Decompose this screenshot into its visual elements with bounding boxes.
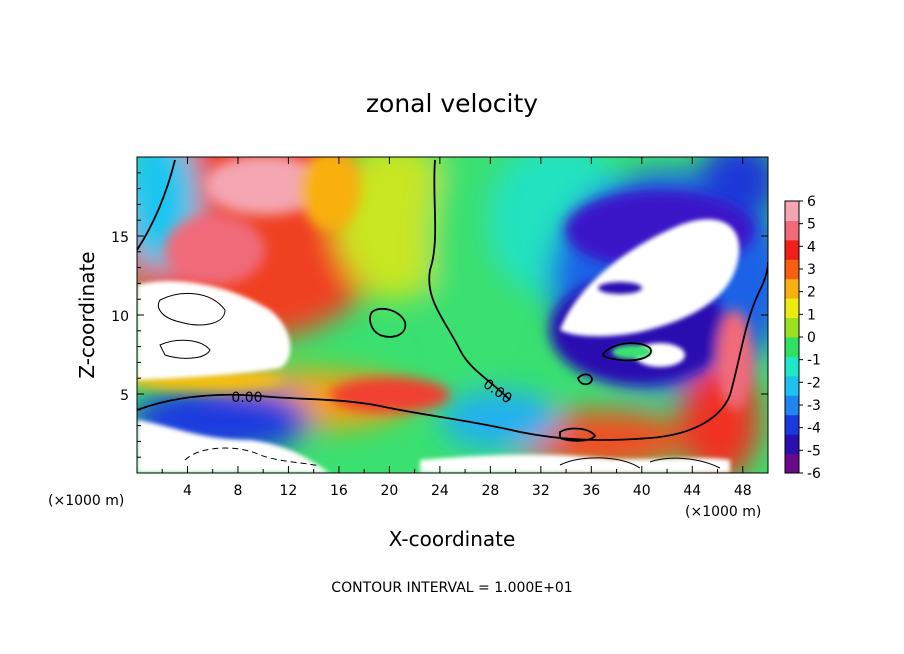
x-tick-label: 24: [431, 483, 449, 499]
y-tick-label: 10: [111, 309, 129, 325]
contour-label: 0.00: [231, 390, 262, 406]
y-axis-label: Z-coordinate: [75, 251, 99, 378]
x-tick-label: 40: [633, 483, 651, 499]
colorbar-tick-label: 1: [807, 307, 816, 323]
x-units-left: (×1000 m): [48, 493, 124, 509]
colorbar-tick-label: -4: [807, 421, 821, 437]
colorbar-tick-label: 3: [807, 262, 816, 278]
colorbar-swatch: [785, 298, 799, 319]
x-tick-label: 44: [683, 483, 701, 499]
colorbar-tick-label: 6: [807, 194, 816, 210]
colorbar-swatch: [785, 434, 799, 455]
colorbar-tick-label: 2: [807, 285, 816, 301]
colorbar-swatch: [785, 239, 799, 260]
colorbar-tick-label: 0: [807, 330, 816, 346]
colorbar-tick-label: -5: [807, 443, 821, 459]
colorbar-swatch: [785, 259, 799, 280]
colorbar-swatch: [785, 337, 799, 357]
colorbar-swatch: [785, 395, 799, 416]
x-tick-label: 12: [280, 483, 298, 499]
y-tick-label: 15: [111, 230, 129, 246]
colorbar-swatch: [785, 201, 799, 221]
colorbar-tick-label: -6: [807, 466, 821, 482]
x-units-right: (×1000 m): [685, 504, 761, 520]
x-tick-label: 8: [233, 483, 242, 499]
x-tick-label: 32: [532, 483, 550, 499]
x-axis: 4 8 12 16 20 24 28 32 36 40 44 48: [161, 157, 752, 499]
colorbar-swatch: [785, 414, 799, 435]
colorbar-swatch: [785, 375, 799, 396]
colorbar-swatch: [785, 220, 799, 241]
colorbar: 6 5 4 3 2 1 0 -1 -2 -3 -4 -5 -6: [784, 194, 821, 482]
heatmap-field: [137, 157, 768, 473]
x-tick-label: 16: [330, 483, 348, 499]
colorbar-swatch: [785, 317, 799, 338]
colorbar-swatch: [785, 278, 799, 299]
colorbar-tick-label: -2: [807, 375, 821, 391]
colorbar-tick-label: 4: [807, 239, 816, 255]
contour-interval: CONTOUR INTERVAL = 1.000E+01: [331, 580, 572, 596]
colorbar-tick-label: -3: [807, 398, 821, 414]
contour-lines: [137, 159, 768, 469]
x-tick-label: 28: [481, 483, 499, 499]
colorbar-swatch: [785, 453, 799, 474]
x-axis-label: X-coordinate: [389, 527, 516, 551]
colorbar-tick-label: 5: [807, 217, 816, 233]
x-tick-label: 48: [734, 483, 752, 499]
x-tick-label: 4: [183, 483, 192, 499]
colorbar-tick-label: -1: [807, 353, 821, 369]
x-tick-label: 20: [380, 483, 398, 499]
y-axis: 5 10 15: [111, 172, 768, 458]
colorbar-swatch: [785, 356, 799, 377]
chart-title: zonal velocity: [366, 89, 538, 118]
x-tick-label: 36: [582, 483, 600, 499]
y-tick-label: 5: [120, 388, 129, 404]
